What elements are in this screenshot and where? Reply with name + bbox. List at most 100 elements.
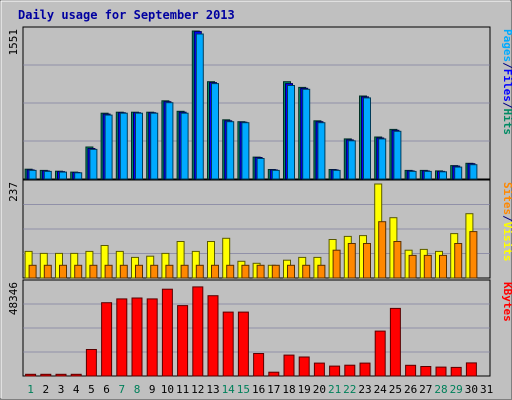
bar-pages-day-5 (89, 148, 98, 180)
bar-sites-day-4 (74, 264, 83, 279)
x-tick-label: 25 (389, 383, 402, 396)
bar-sites-day-26 (408, 254, 417, 279)
x-tick-label: 30 (465, 383, 478, 396)
bar-kbytes-day-15 (237, 311, 249, 377)
bar-pages-day-12 (195, 33, 204, 180)
panel-legend: Sites/Visits (501, 182, 512, 262)
bar-kbytes-day-28 (435, 366, 447, 377)
bar-pages-day-29 (454, 166, 463, 180)
x-tick-label: 19 (298, 383, 311, 396)
bar-sites-day-17 (271, 264, 280, 279)
bar-sites-day-15 (241, 264, 250, 279)
bar-sites-day-30 (469, 231, 478, 279)
bar-sites-day-27 (423, 254, 432, 279)
bar-sites-day-16 (256, 264, 265, 279)
bar-kbytes-day-7 (116, 298, 128, 377)
x-tick-label: 13 (206, 383, 219, 396)
bar-kbytes-day-18 (283, 354, 295, 377)
x-tick-label: 17 (267, 383, 280, 396)
x-tick-label: 31 (480, 383, 493, 396)
x-tick-label: 14 (222, 383, 236, 396)
bar-kbytes-day-5 (85, 349, 97, 377)
bar-sites-day-6 (104, 264, 113, 279)
chart-panels: 1551 Pages/Files/Hits 237 Sites/Visits 48346… (7, 26, 512, 377)
bar-pages-day-16 (256, 158, 265, 180)
bar-kbytes-day-19 (298, 356, 310, 377)
bar-kbytes-day-12 (192, 286, 204, 377)
x-tick-label: 5 (88, 383, 95, 396)
bar-sites-day-14 (226, 264, 235, 279)
bar-kbytes-day-17 (268, 371, 280, 377)
bar-kbytes-day-4 (70, 373, 82, 377)
x-tick-label: 23 (358, 383, 371, 396)
x-tick-label: 12 (191, 383, 204, 396)
bar-kbytes-day-11 (177, 305, 189, 377)
legend-entry: Files (501, 69, 512, 102)
legend-entry: KBytes (501, 282, 512, 322)
bar-pages-day-9 (150, 112, 159, 180)
bar-sites-day-9 (150, 264, 159, 279)
bar-pages-day-13 (211, 83, 219, 180)
bar-pages-day-18 (287, 85, 295, 180)
x-tick-label: 21 (328, 383, 341, 396)
bar-sites-day-5 (89, 264, 98, 279)
panel-kbytes: 48346 KBytes (7, 279, 512, 377)
x-tick-label: 3 (58, 383, 65, 396)
bar-pages-day-11 (180, 112, 189, 180)
bar-pages-day-23 (363, 97, 371, 180)
bar-pages-day-25 (393, 130, 402, 180)
bar-kbytes-day-25 (389, 307, 401, 377)
x-tick-label: 9 (149, 383, 156, 396)
panel-legend: Pages/Files/Hits (501, 29, 512, 135)
x-tick-label: 28 (434, 383, 447, 396)
bar-kbytes-day-27 (420, 366, 432, 377)
bar-sites-day-11 (180, 264, 189, 279)
bar-sites-day-13 (211, 264, 219, 279)
bar-kbytes-day-16 (253, 353, 265, 377)
legend-entry: Sites (501, 182, 512, 215)
x-tick-label: 2 (42, 383, 49, 396)
x-tick-label: 20 (313, 383, 326, 396)
bar-sites-day-21 (332, 249, 341, 279)
x-tick-label: 29 (450, 383, 463, 396)
x-tick-label: 8 (134, 383, 141, 396)
x-tick-label: 22 (343, 383, 356, 396)
x-tick-label: 7 (118, 383, 125, 396)
x-tick-label: 4 (73, 383, 80, 396)
bar-kbytes-day-1 (25, 373, 37, 377)
bar-pages-day-26 (408, 170, 417, 180)
bar-sites-day-22 (347, 243, 356, 279)
bar-sites-day-8 (135, 264, 143, 279)
chart-title: Daily usage for September 2013 (18, 8, 235, 22)
x-tick-label: 15 (237, 383, 250, 396)
bar-sites-day-25 (393, 241, 402, 279)
bar-pages-day-3 (59, 171, 67, 180)
legend-entry: Hits (501, 109, 512, 136)
bar-sites-day-7 (119, 264, 128, 279)
panel-ymax-label: 237 (7, 182, 20, 202)
x-tick-label: 6 (103, 383, 110, 396)
x-tick-label: 16 (252, 383, 265, 396)
x-tick-label: 1 (27, 383, 34, 396)
panel-ymax-label: 1551 (7, 29, 20, 56)
bar-pages-day-1 (28, 169, 37, 180)
bar-kbytes-day-30 (465, 362, 477, 377)
bar-kbytes-day-26 (405, 364, 417, 377)
x-tick-label: 18 (282, 383, 295, 396)
bar-kbytes-day-21 (329, 365, 341, 377)
bar-kbytes-day-2 (40, 373, 52, 377)
bar-pages-day-20 (317, 122, 326, 180)
bar-pages-day-21 (332, 169, 341, 180)
legend-entry: / (501, 215, 512, 222)
bar-pages-day-19 (302, 88, 311, 180)
bar-pages-day-15 (241, 122, 250, 180)
bar-sites-day-3 (59, 264, 67, 279)
x-tick-label: 27 (419, 383, 432, 396)
panel-legend: KBytes (501, 282, 512, 322)
bar-sites-day-18 (287, 264, 295, 279)
panel-sites-visits: 237 Sites/Visits (7, 179, 512, 279)
x-tick-label: 26 (404, 383, 417, 396)
legend-entry: / (501, 102, 512, 109)
bar-kbytes-day-20 (313, 362, 325, 377)
